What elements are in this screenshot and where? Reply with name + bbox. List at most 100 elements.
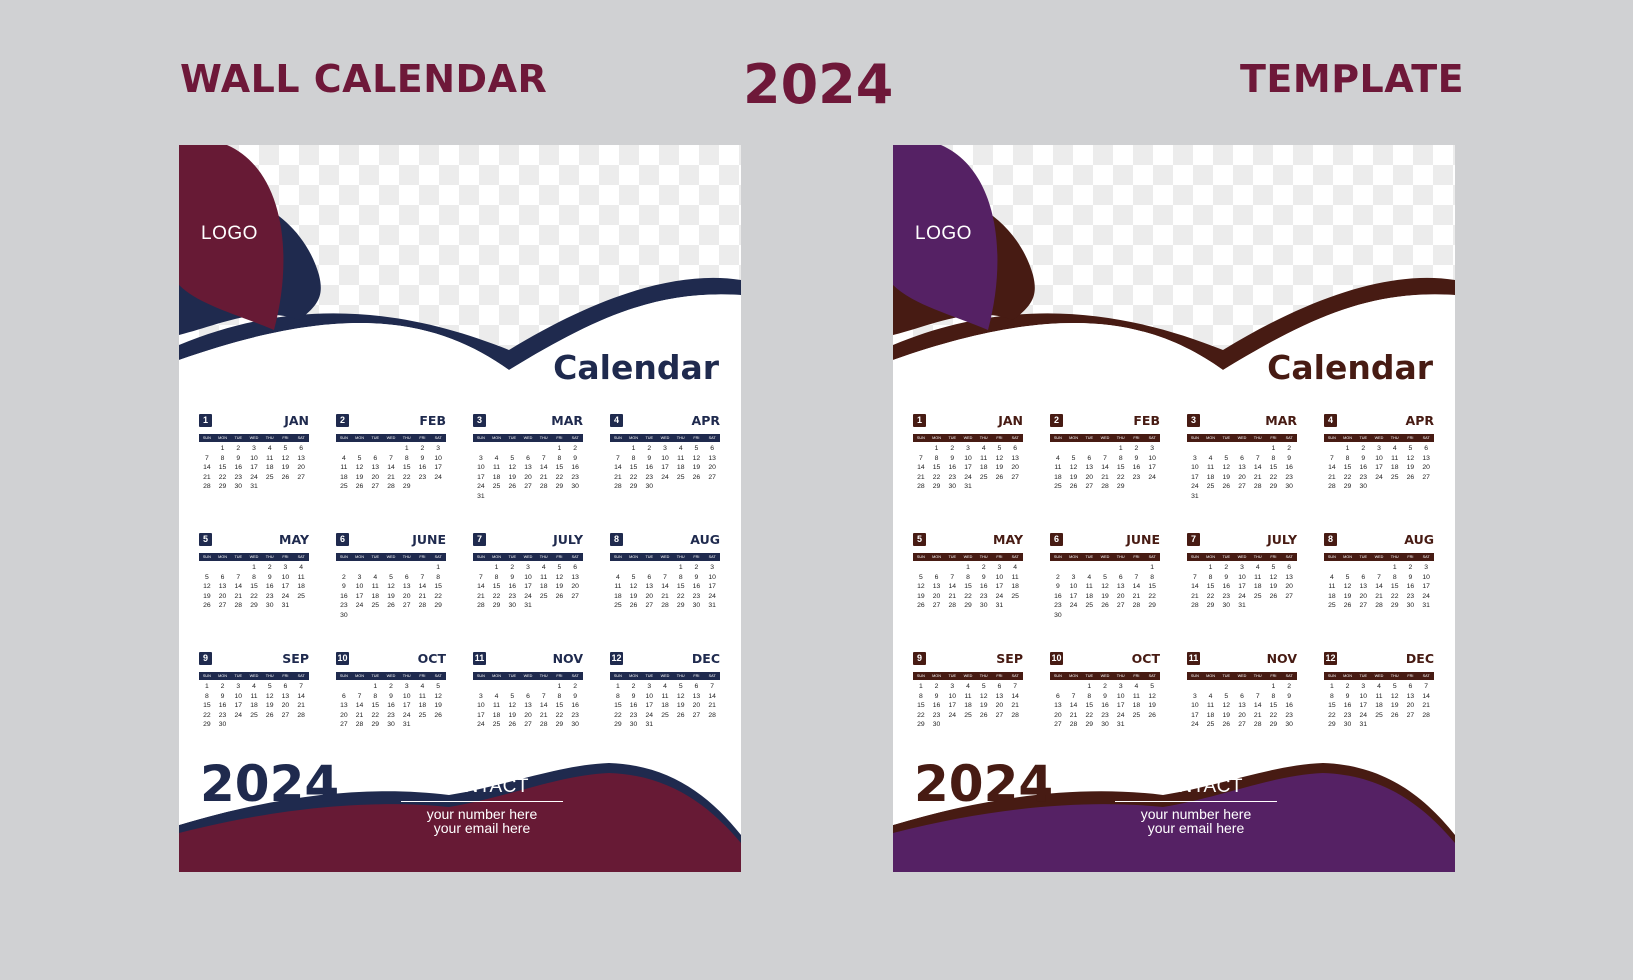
weekday-label: SAT [1285,555,1293,559]
day-cell: 11 [980,454,988,462]
day-cell: 29 [250,602,258,609]
day-cell: 29 [203,721,211,728]
weekday-label: THU [265,555,274,559]
day-cell: 6 [1013,445,1018,452]
day-cell: 19 [1101,592,1109,600]
month-name: DEC [691,651,720,666]
day-cell: 17 [1359,702,1368,709]
day-cell: 28 [234,602,243,609]
day-cell: 28 [387,483,395,490]
day-cell: 30 [1285,721,1293,728]
day-cell: 2 [1224,564,1229,571]
day-cell: 21 [917,473,925,481]
day-cell: 25 [265,473,274,481]
day-cell: 13 [281,692,290,700]
weekday-label: TUE [234,555,243,559]
day-cell: 6 [1087,454,1092,462]
day-cell: 9 [934,692,939,700]
day-cell: 17 [995,583,1004,590]
weekday-bar: SUN MON TUE WED THU FRI SAT [336,434,446,442]
day-cell: 5 [510,692,515,700]
day-cell: 22 [203,711,211,719]
weekday-label: WED [1237,436,1247,440]
day-cell: 1 [1150,564,1155,571]
day-cell: 23 [265,592,274,600]
day-cell: 12 [917,583,925,590]
day-cell: 22 [676,592,685,600]
day-cell: 11 [677,454,685,462]
day-cell: 5 [694,445,699,452]
month-number-badge: 2 [1050,414,1063,427]
weekday-label: TUE [371,436,380,440]
weekday-label: FRI [996,555,1003,559]
day-cell: 4 [299,564,304,571]
day-cell: 26 [979,711,988,719]
month-block-aug: 8 AUG SUN MON TUE WED THU FRI SAT 1 2 3 4 5 6 7 8 9 10 11 12… [1324,532,1434,632]
day-cell: 8 [918,692,923,700]
day-empty [1187,682,1203,692]
day-cell: 18 [1328,592,1336,600]
month-header: 1 JAN [199,413,309,429]
month-block-may: 5 MAY SUN MON TUE WED THU FRI SAT 1 2 3 4 5 6 7 8 9 10 11 12… [913,532,1023,632]
day-cell: 23 [1222,592,1231,600]
day-cell: 9 [236,454,241,462]
day-cell: 13 [932,583,941,590]
weekday-label: FRI [282,436,289,440]
day-cell: 15 [676,583,685,590]
day-cell: 12 [1222,702,1231,709]
day-cell: 24 [250,473,258,481]
weekday-label: SUN [1053,555,1062,559]
day-cell: 18 [979,464,988,471]
day-cell: 25 [1011,592,1019,600]
day-cell: 8 [1087,692,1092,700]
day-cell: 9 [341,583,346,590]
day-cell: 21 [1101,473,1109,481]
day-cell: 6 [1240,454,1244,462]
day-empty [610,444,626,454]
day-cell: 13 [340,702,348,709]
day-cell: 7 [357,692,362,700]
day-cell: 2 [1361,445,1366,452]
day-empty [367,563,383,573]
day-cell: 20 [692,702,701,709]
weekday-label: WED [660,674,670,678]
day-cell: 24 [1191,721,1199,728]
day-cell: 27 [524,721,532,728]
day-empty [944,563,960,573]
day-empty [1097,563,1113,573]
day-cell: 8 [1392,573,1397,581]
day-cell: 11 [297,573,305,581]
day-cell: 14 [1191,583,1199,590]
day-empty [1234,682,1250,692]
weekday-label: SAT [1285,674,1293,678]
month-number-badge: 7 [473,533,486,546]
month-number-badge: 9 [199,652,212,665]
month-header: 8 AUG [1324,532,1434,548]
day-empty [1050,682,1066,692]
day-empty [1340,563,1356,573]
month-block-apr: 4 APR SUN MON TUE WED THU FRI SAT 1 2 3 4 5 6 7 8 9 10 11 12… [610,413,720,513]
day-cell: 8 [615,692,620,700]
day-cell: 13 [571,573,579,581]
month-number-badge: 3 [1187,414,1200,427]
day-cell: 7 [1329,454,1334,462]
weekday-label: THU [979,555,988,559]
day-empty [215,563,231,573]
day-cell: 2 [236,445,241,452]
month-name: NOV [552,651,583,666]
day-cell: 1 [615,683,620,690]
day-empty [230,563,246,573]
day-cell: 12 [555,573,564,581]
day-cell: 10 [948,692,957,700]
day-cell: 15 [1116,464,1125,471]
day-cell: 17 [1422,583,1430,590]
day-cell: 30 [948,483,957,490]
day-cell: 28 [1101,483,1109,490]
day-cell: 4 [1055,454,1060,462]
day-cell: 3 [436,445,441,452]
day-cell: 6 [404,573,409,581]
day-grid: 1 2 3 4 5 6 7 8 9 10 11 12 13 14 15 16 17 18 19 20 21 22 23 24 2… [199,682,309,730]
day-cell: 7 [918,454,923,462]
day-cell: 16 [218,702,227,709]
day-cell: 23 [418,473,427,481]
